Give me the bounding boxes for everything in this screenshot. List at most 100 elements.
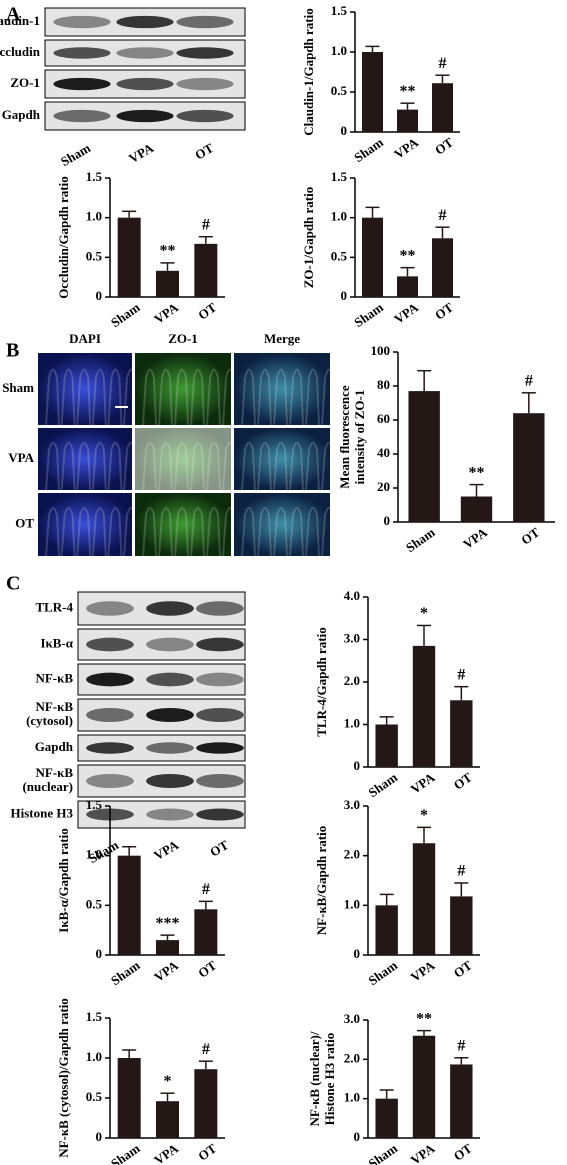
y-tick-label: 1.5: [331, 3, 348, 18]
blot-band: [196, 637, 244, 652]
blot-label: Gapdh: [35, 739, 74, 754]
x-tick-label: VPA: [408, 957, 438, 984]
significance-mark: #: [202, 881, 210, 898]
significance-mark: #: [457, 666, 465, 683]
tissue-fold: [190, 441, 205, 491]
bar: [194, 909, 218, 955]
x-tick-label: Sham: [365, 1141, 400, 1165]
bar: [375, 724, 398, 767]
blot-band: [53, 109, 111, 123]
blot-band: [86, 672, 134, 687]
blot-band: [116, 47, 174, 59]
y-axis-label: NF-κB (cytosol)/Gapdh ratio: [56, 998, 71, 1158]
tissue-fold: [91, 507, 107, 557]
y-axis-label: Histone H3 ratio: [322, 1033, 337, 1125]
tissue-fold: [76, 368, 92, 426]
blot-band: [196, 808, 244, 821]
blot-label: NF-κB: [35, 699, 73, 714]
significance-mark: *: [164, 1073, 172, 1090]
tissue-fold: [76, 507, 92, 557]
blot-band: [53, 47, 111, 59]
x-tick-label: Sham: [108, 1141, 143, 1165]
y-tick-label: 1.0: [86, 1049, 102, 1064]
micrograph: [234, 353, 330, 425]
x-tick-label: Sham: [108, 300, 143, 331]
bar: [362, 217, 383, 297]
tissue-fold: [273, 368, 288, 426]
y-tick-label: 2.0: [344, 1050, 360, 1065]
y-axis-label: ZO-1/Gapdh ratio: [301, 187, 316, 289]
x-tick-label: VPA: [391, 299, 421, 326]
micrograph: [234, 428, 330, 490]
lane-label: Sham: [58, 140, 93, 169]
blot-band: [176, 77, 234, 91]
blot-band: [176, 15, 234, 29]
x-tick-label: VPA: [151, 957, 181, 984]
tissue-fold: [158, 507, 173, 557]
y-tick-label: 1.0: [344, 1090, 360, 1105]
bar: [397, 276, 418, 297]
x-tick-label: Sham: [351, 135, 386, 166]
tissue-fold: [206, 368, 221, 426]
y-axis-label: Mean fluorescence: [337, 385, 352, 489]
y-tick-label: 0: [354, 1129, 361, 1144]
lane-label: VPA: [151, 837, 181, 863]
tissue-fold: [142, 441, 157, 491]
tissue-fold: [273, 507, 288, 557]
bar: [450, 1064, 473, 1138]
y-tick-label: 1.0: [86, 847, 102, 862]
tissue-fold: [257, 507, 272, 557]
tissue-fold: [158, 368, 173, 426]
y-tick-label: 1.0: [331, 43, 347, 58]
blot-band: [196, 742, 244, 754]
bar: [412, 645, 436, 767]
blot-band: [176, 47, 234, 59]
micro-column-label: ZO-1: [168, 331, 198, 346]
blot-band: [146, 707, 194, 723]
blot-label: Claudin-1: [0, 13, 40, 28]
blot-band: [146, 672, 194, 687]
bar: [362, 52, 383, 132]
y-tick-label: 0.5: [331, 83, 348, 98]
y-axis-label: IκB-α/Gapdh ratio: [56, 828, 71, 932]
y-tick-label: 100: [371, 343, 391, 358]
y-tick-label: 3.0: [344, 630, 360, 645]
y-tick-label: 2.0: [344, 847, 360, 862]
tissue-fold: [206, 441, 221, 491]
y-tick-label: 0: [96, 288, 103, 303]
bar: [117, 855, 141, 955]
bar: [412, 1035, 436, 1138]
blot-band: [146, 637, 194, 652]
micrograph: [38, 428, 132, 490]
x-tick-label: Sham: [365, 770, 400, 801]
y-tick-label: 0.5: [86, 1089, 103, 1104]
tissue-fold: [60, 507, 76, 557]
tissue-fold: [289, 441, 304, 491]
tissue-fold: [190, 507, 205, 557]
blot-band: [176, 109, 234, 123]
x-tick-label: OT: [451, 1140, 475, 1163]
blot-label: Occludin: [0, 44, 41, 59]
micrograph: [234, 493, 330, 556]
significance-mark: #: [457, 863, 465, 880]
blot-label: (nuclear): [22, 779, 73, 794]
y-tick-label: 3.0: [344, 1011, 360, 1026]
y-tick-label: 1.5: [331, 169, 348, 184]
bar: [117, 217, 141, 297]
tissue-fold: [321, 441, 336, 491]
x-tick-label: Sham: [365, 958, 400, 989]
blot-band: [196, 707, 244, 723]
x-tick-label: Sham: [108, 958, 143, 989]
tissue-fold: [60, 441, 76, 491]
lane-label: VPA: [126, 140, 156, 166]
micrograph: [135, 353, 231, 425]
tissue-fold: [123, 441, 138, 491]
significance-mark: #: [439, 207, 447, 224]
x-tick-label: VPA: [151, 1140, 181, 1165]
bar: [460, 496, 493, 522]
bar: [412, 843, 436, 955]
tissue-fold: [76, 441, 92, 491]
blot-label: NF-κB: [35, 670, 73, 685]
tissue-fold: [241, 441, 256, 491]
